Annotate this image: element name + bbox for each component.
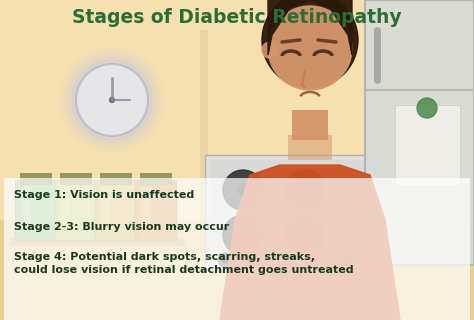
Circle shape <box>268 6 352 90</box>
Circle shape <box>223 215 263 255</box>
FancyBboxPatch shape <box>100 173 132 185</box>
Text: Stage 2-3: Blurry vision may occur: Stage 2-3: Blurry vision may occur <box>14 222 229 232</box>
FancyBboxPatch shape <box>60 173 92 185</box>
Circle shape <box>308 253 322 267</box>
Circle shape <box>248 253 262 267</box>
Circle shape <box>230 177 256 203</box>
Circle shape <box>238 185 248 195</box>
FancyBboxPatch shape <box>365 0 474 265</box>
FancyBboxPatch shape <box>0 220 474 320</box>
Circle shape <box>230 222 256 248</box>
Circle shape <box>60 48 164 152</box>
Circle shape <box>285 170 325 210</box>
Circle shape <box>292 177 318 203</box>
FancyBboxPatch shape <box>141 187 151 229</box>
Circle shape <box>262 42 278 58</box>
FancyBboxPatch shape <box>200 30 208 230</box>
FancyBboxPatch shape <box>288 135 332 160</box>
Circle shape <box>342 257 348 263</box>
Circle shape <box>223 170 263 210</box>
FancyBboxPatch shape <box>205 155 380 270</box>
Circle shape <box>68 56 156 144</box>
Circle shape <box>282 257 288 263</box>
FancyBboxPatch shape <box>135 180 177 241</box>
Text: Stages of Diabetic Retinopathy: Stages of Diabetic Retinopathy <box>72 8 402 27</box>
Circle shape <box>76 64 148 136</box>
FancyBboxPatch shape <box>21 187 31 229</box>
Text: Stage 1: Vision is unaffected: Stage 1: Vision is unaffected <box>14 190 194 200</box>
FancyBboxPatch shape <box>210 160 375 245</box>
Circle shape <box>218 253 232 267</box>
FancyBboxPatch shape <box>15 180 57 241</box>
FancyBboxPatch shape <box>292 110 328 140</box>
FancyBboxPatch shape <box>140 173 172 185</box>
FancyBboxPatch shape <box>10 238 185 246</box>
Circle shape <box>252 257 258 263</box>
Text: Stage 4: Potential dark spots, scarring, streaks,
could lose vision if retinal d: Stage 4: Potential dark spots, scarring,… <box>14 252 354 275</box>
Circle shape <box>109 98 115 102</box>
FancyBboxPatch shape <box>4 178 470 320</box>
Circle shape <box>238 230 248 240</box>
Circle shape <box>417 98 437 118</box>
Circle shape <box>300 230 310 240</box>
FancyBboxPatch shape <box>395 105 460 185</box>
Circle shape <box>72 60 152 140</box>
FancyBboxPatch shape <box>61 187 71 229</box>
Circle shape <box>312 257 318 263</box>
Circle shape <box>338 253 352 267</box>
Circle shape <box>222 257 228 263</box>
FancyBboxPatch shape <box>101 187 111 229</box>
Circle shape <box>292 222 318 248</box>
FancyBboxPatch shape <box>55 180 97 241</box>
Polygon shape <box>268 0 352 55</box>
Polygon shape <box>220 165 400 320</box>
FancyBboxPatch shape <box>20 173 52 185</box>
FancyBboxPatch shape <box>95 180 137 241</box>
Circle shape <box>300 185 310 195</box>
Circle shape <box>64 52 160 148</box>
Circle shape <box>285 215 325 255</box>
Circle shape <box>262 0 358 88</box>
Circle shape <box>278 253 292 267</box>
